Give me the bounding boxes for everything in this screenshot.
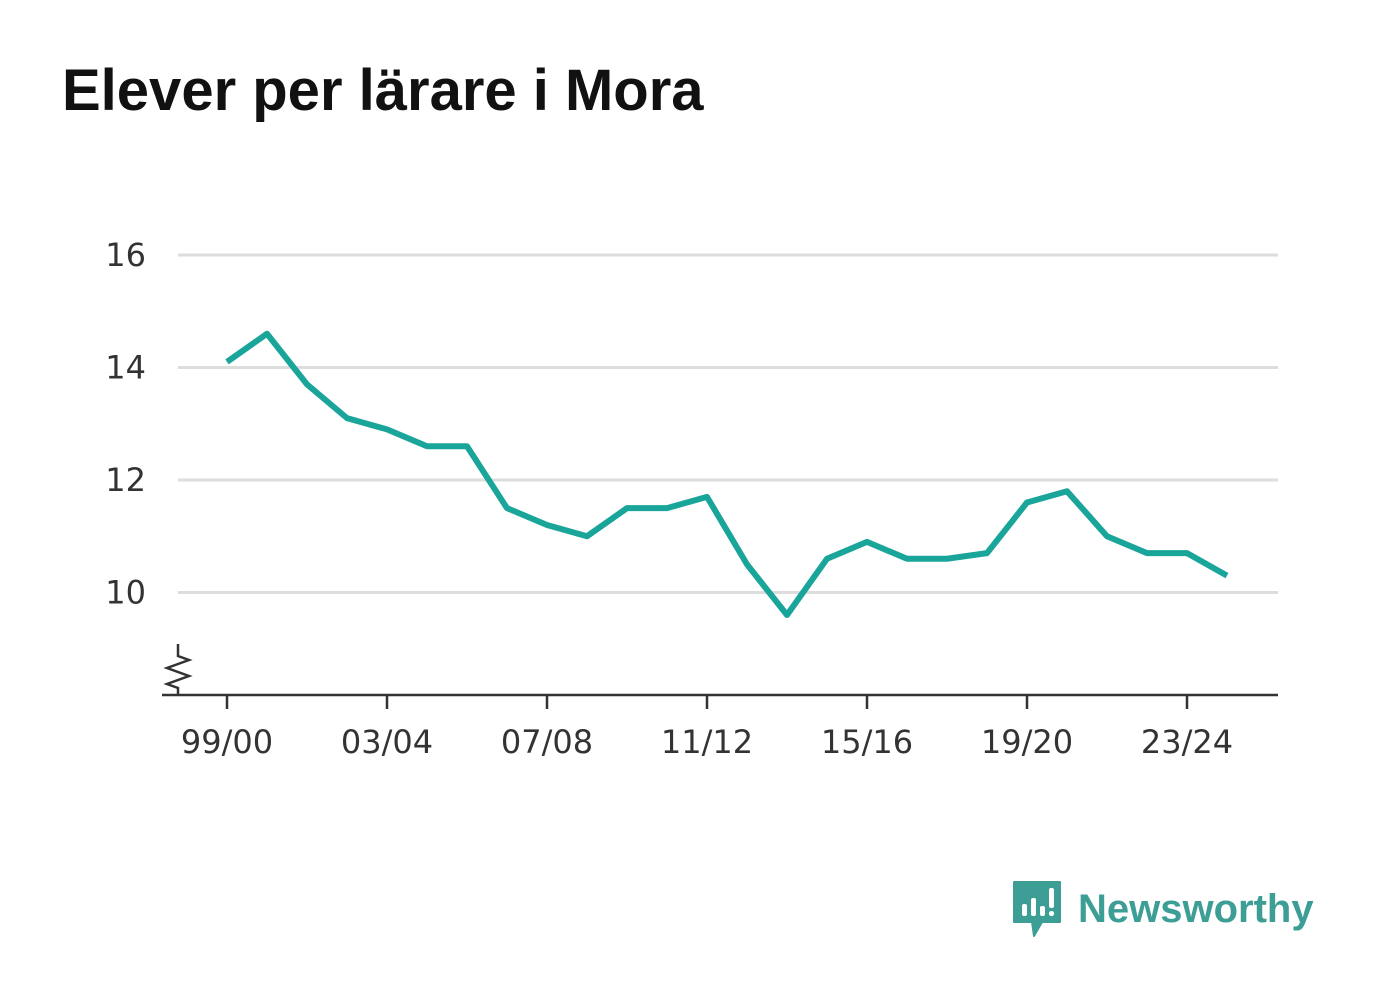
y-tick-label: 14 (105, 349, 146, 387)
x-tick-label: 19/20 (981, 723, 1073, 761)
newsworthy-logo-icon (1013, 881, 1061, 937)
brand-name: Newsworthy (1078, 886, 1314, 931)
gridlines (178, 253, 1278, 594)
x-tick-label: 15/16 (821, 723, 913, 761)
series-group (225, 330, 1229, 618)
chart-title: Elever per lärare i Mora (62, 58, 704, 123)
newsworthy-brand: Newsworthy (1010, 878, 1314, 940)
y-axis-ticks: 10 12 14 16 (105, 236, 193, 695)
x-tick-label: 03/04 (341, 723, 433, 761)
x-tick-label: 99/00 (181, 723, 273, 761)
x-tick-label: 11/12 (661, 723, 753, 761)
y-tick-label: 16 (105, 236, 146, 274)
y-tick-label: 10 (105, 574, 146, 612)
x-tick-label: 07/08 (501, 723, 593, 761)
x-axis: 99/00 03/04 07/08 11/12 15/16 19/20 23/24 (162, 693, 1278, 761)
series-line (225, 330, 1229, 618)
y-tick-label: 12 (105, 461, 146, 499)
x-tick-label: 23/24 (1141, 723, 1233, 761)
axis-break-mark (163, 644, 193, 695)
